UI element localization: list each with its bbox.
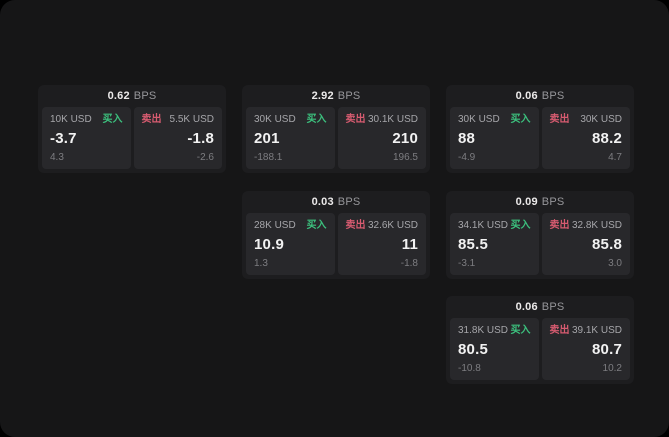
sell-side-label: 卖出	[549, 114, 570, 125]
buy-panel[interactable]: 30K USD 买入 201 -188.1	[246, 107, 335, 169]
bps-unit-label: BPS	[337, 90, 361, 102]
buy-price: 201	[254, 129, 280, 147]
bps-unit-label: BPS	[541, 196, 565, 208]
sell-delta: 10.2	[602, 363, 622, 374]
quote-panels: 31.8K USD 买入 80.5 -10.8 卖出 39.1K USD 80.…	[446, 318, 634, 384]
bps-value: 0.06	[515, 90, 538, 102]
buy-size: 31.8K USD	[458, 325, 509, 336]
sell-delta: 196.5	[392, 152, 418, 163]
bps-unit-label: BPS	[541, 301, 565, 313]
card-header: 0.06 BPS	[446, 85, 634, 107]
buy-delta: -3.1	[458, 258, 476, 269]
sell-side-label: 卖出	[141, 114, 162, 125]
sell-size: 32.8K USD	[571, 220, 622, 231]
sell-delta: -1.8	[400, 258, 418, 269]
buy-size: 34.1K USD	[458, 220, 509, 231]
card-header: 0.09 BPS	[446, 191, 634, 213]
bps-value: 0.62	[107, 90, 130, 102]
buy-price: 88	[458, 129, 476, 147]
sell-price: -1.8	[187, 129, 214, 147]
quote-panels: 30K USD 买入 88 -4.9 卖出 30K USD 88.2 4.7	[446, 107, 634, 173]
quote-card-4: 0.03 BPS 28K USD 买入 10.9 1.3 卖出 32.6K US…	[242, 191, 430, 279]
sell-side-label: 卖出	[549, 325, 570, 336]
sell-size: 32.6K USD	[367, 220, 418, 231]
buy-size: 10K USD	[50, 114, 92, 125]
bps-value: 0.03	[311, 196, 334, 208]
buy-price: 85.5	[458, 235, 488, 253]
sell-panel[interactable]: 卖出 5.5K USD -1.8 -2.6	[133, 107, 222, 169]
buy-delta: -188.1	[254, 152, 283, 163]
sell-delta: -2.6	[196, 152, 214, 163]
buy-price: -3.7	[50, 129, 77, 147]
sell-size: 39.1K USD	[571, 325, 622, 336]
quote-card-5: 0.09 BPS 34.1K USD 买入 85.5 -3.1 卖出 32.8K…	[446, 191, 634, 279]
sell-panel[interactable]: 卖出 32.6K USD 11 -1.8	[337, 213, 426, 275]
quote-panels: 30K USD 买入 201 -188.1 卖出 30.1K USD 210 1…	[242, 107, 430, 173]
buy-panel[interactable]: 34.1K USD 买入 85.5 -3.1	[450, 213, 539, 275]
bps-unit-label: BPS	[541, 90, 565, 102]
card-header: 2.92 BPS	[242, 85, 430, 107]
sell-panel[interactable]: 卖出 39.1K USD 80.7 10.2	[541, 318, 630, 380]
buy-size: 30K USD	[458, 114, 500, 125]
card-header: 0.62 BPS	[38, 85, 226, 107]
sell-delta: 4.7	[608, 152, 622, 163]
bps-unit-label: BPS	[337, 196, 361, 208]
sell-price: 80.7	[592, 340, 622, 358]
bps-value: 0.06	[515, 301, 538, 313]
buy-side-label: 买入	[306, 220, 327, 231]
buy-price: 10.9	[254, 235, 284, 253]
bps-unit-label: BPS	[133, 90, 157, 102]
sell-delta: 3.0	[608, 258, 622, 269]
bps-value: 0.09	[515, 196, 538, 208]
buy-panel[interactable]: 28K USD 买入 10.9 1.3	[246, 213, 335, 275]
sell-side-label: 卖出	[549, 220, 570, 231]
sell-size: 5.5K USD	[169, 114, 214, 125]
buy-delta: 1.3	[254, 258, 268, 269]
card-header: 0.06 BPS	[446, 296, 634, 318]
buy-side-label: 买入	[306, 114, 327, 125]
quote-panels: 28K USD 买入 10.9 1.3 卖出 32.6K USD 11 -1.8	[242, 213, 430, 279]
buy-side-label: 买入	[102, 114, 123, 125]
sell-price: 85.8	[592, 235, 622, 253]
sell-price: 11	[401, 235, 418, 253]
sell-panel[interactable]: 卖出 30.1K USD 210 196.5	[337, 107, 426, 169]
buy-delta: -4.9	[458, 152, 476, 163]
buy-price: 80.5	[458, 340, 488, 358]
buy-panel[interactable]: 31.8K USD 买入 80.5 -10.8	[450, 318, 539, 380]
sell-price: 88.2	[592, 129, 622, 147]
buy-size: 28K USD	[254, 220, 296, 231]
quote-card-2: 2.92 BPS 30K USD 买入 201 -188.1 卖出 30.1K …	[242, 85, 430, 173]
quote-card-1: 0.62 BPS 10K USD 买入 -3.7 4.3 卖出 5.5K USD…	[38, 85, 226, 173]
buy-side-label: 买入	[510, 114, 531, 125]
bps-value: 2.92	[311, 90, 334, 102]
buy-panel[interactable]: 10K USD 买入 -3.7 4.3	[42, 107, 131, 169]
sell-side-label: 卖出	[345, 220, 366, 231]
quote-panels: 34.1K USD 买入 85.5 -3.1 卖出 32.8K USD 85.8…	[446, 213, 634, 279]
sell-size: 30K USD	[580, 114, 622, 125]
buy-delta: -10.8	[458, 363, 481, 374]
buy-delta: 4.3	[50, 152, 64, 163]
buy-panel[interactable]: 30K USD 买入 88 -4.9	[450, 107, 539, 169]
quote-card-3: 0.06 BPS 30K USD 买入 88 -4.9 卖出 30K USD 8…	[446, 85, 634, 173]
card-header: 0.03 BPS	[242, 191, 430, 213]
buy-size: 30K USD	[254, 114, 296, 125]
buy-side-label: 买入	[510, 220, 531, 231]
quote-card-6: 0.06 BPS 31.8K USD 买入 80.5 -10.8 卖出 39.1…	[446, 296, 634, 384]
sell-panel[interactable]: 卖出 30K USD 88.2 4.7	[541, 107, 630, 169]
sell-price: 210	[392, 129, 418, 147]
buy-side-label: 买入	[510, 325, 531, 336]
sell-side-label: 卖出	[345, 114, 366, 125]
sell-size: 30.1K USD	[367, 114, 418, 125]
quote-panels: 10K USD 买入 -3.7 4.3 卖出 5.5K USD -1.8 -2.…	[38, 107, 226, 173]
sell-panel[interactable]: 卖出 32.8K USD 85.8 3.0	[541, 213, 630, 275]
